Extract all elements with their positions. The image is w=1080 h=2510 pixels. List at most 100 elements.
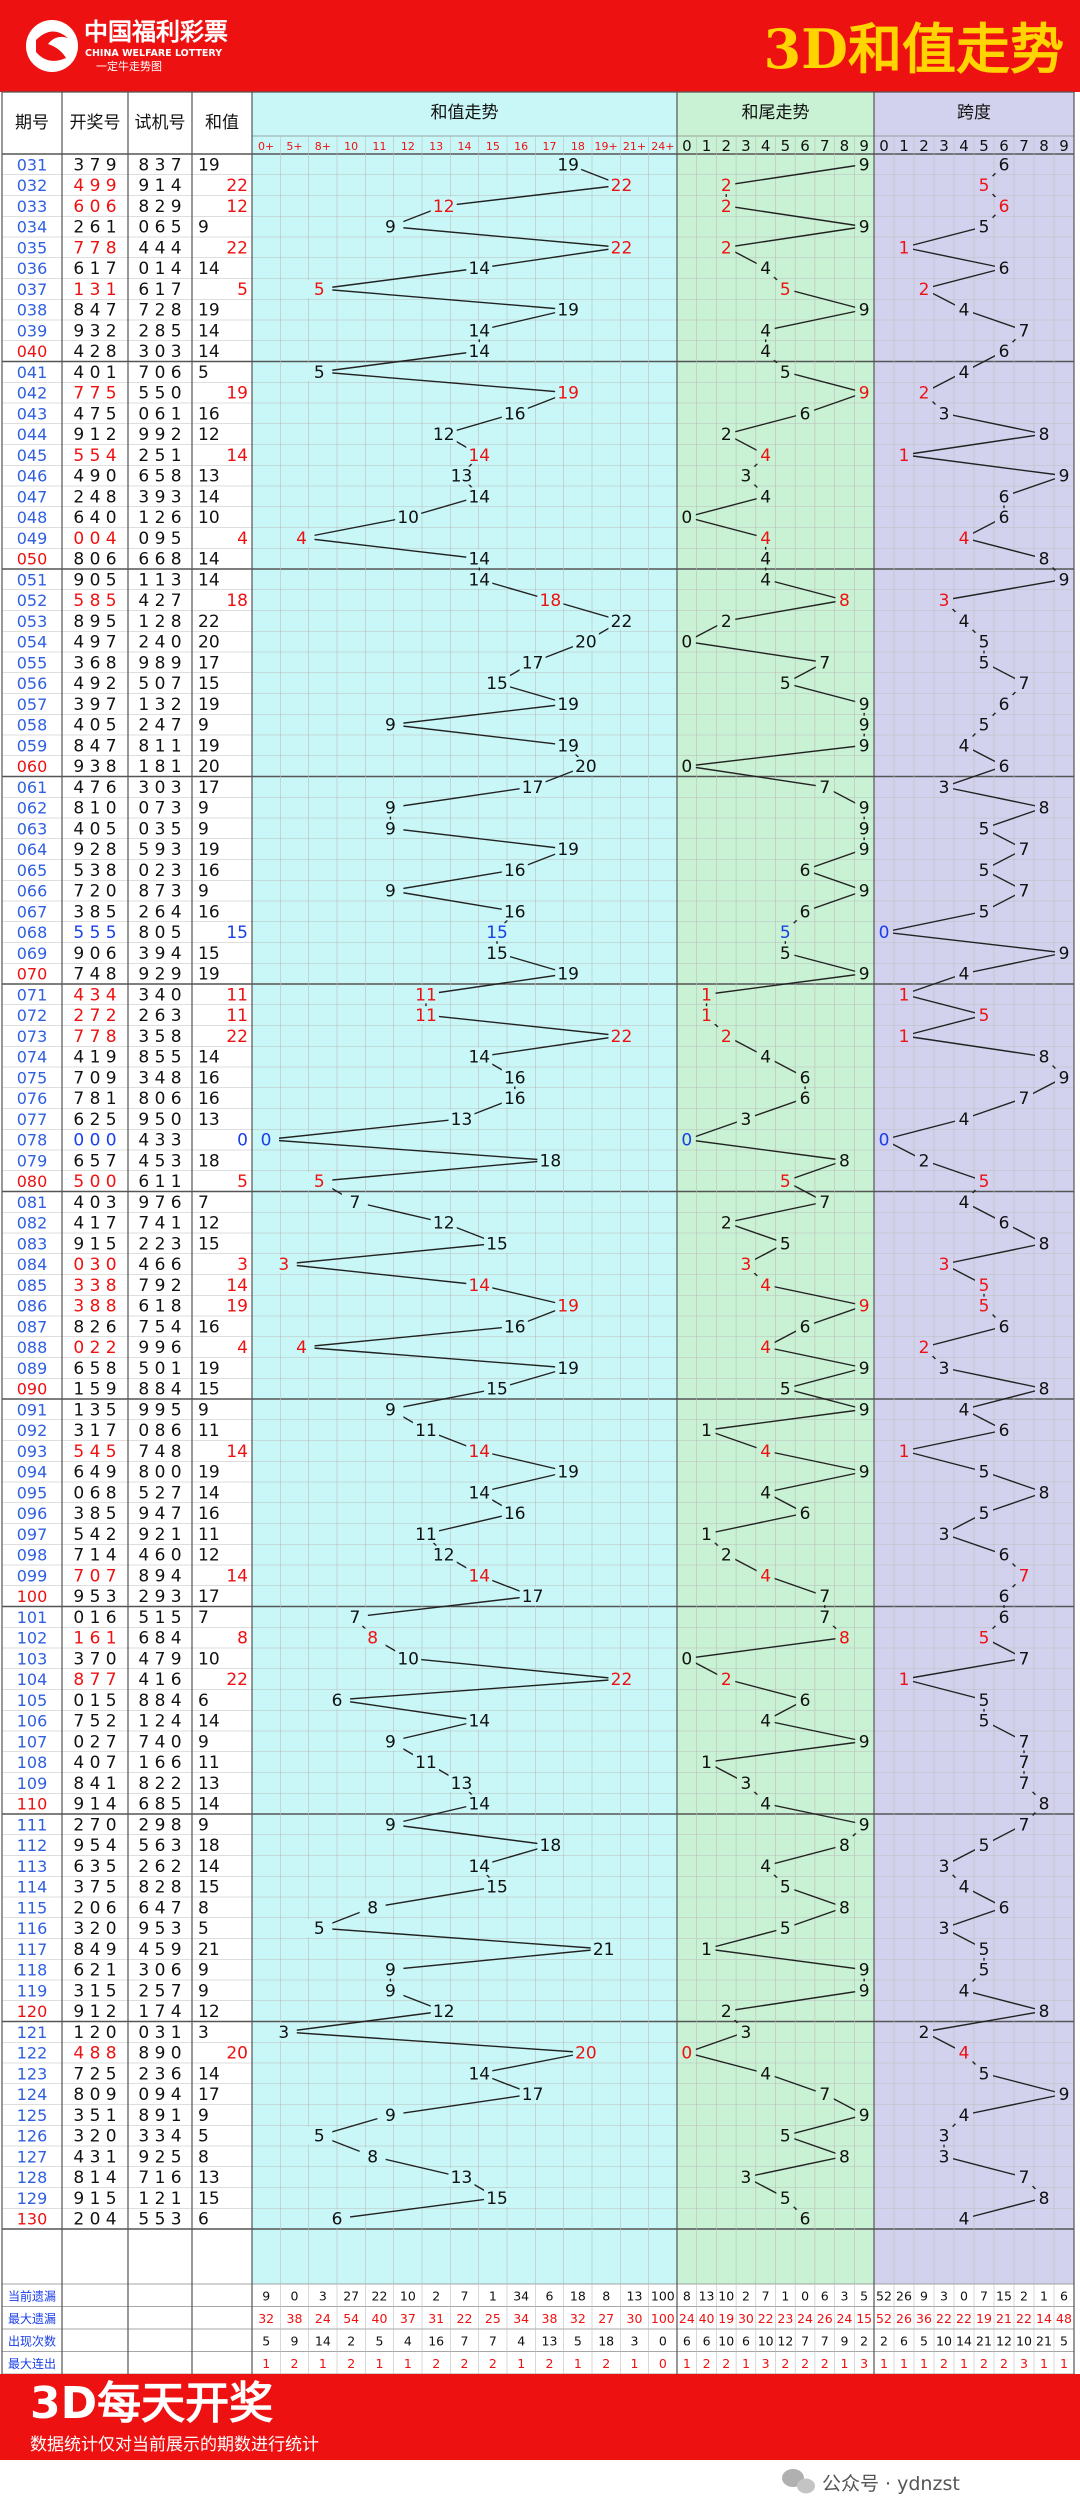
sum-mark: 19 bbox=[557, 695, 579, 715]
period-cell: 091 bbox=[17, 1400, 48, 1419]
sum-mark: 9 bbox=[385, 218, 396, 238]
trial-number-cell: 6 1 7 bbox=[138, 280, 181, 300]
sum-mark-bg bbox=[324, 2209, 351, 2228]
span-mark-bg bbox=[975, 1690, 993, 1709]
span-mark: 6 bbox=[999, 197, 1010, 217]
sum-cell: 16 bbox=[198, 1504, 220, 1524]
tail-mark: 4 bbox=[760, 2064, 771, 2084]
stats-sum-cell: 9 bbox=[262, 2288, 270, 2303]
tail-mark: 1 bbox=[701, 1753, 712, 1773]
stats-tail-cell: 3 bbox=[840, 2288, 848, 2303]
sum-bin-label: 13 bbox=[429, 140, 443, 153]
span-mark: 0 bbox=[879, 923, 890, 943]
span-mark-bg bbox=[975, 1504, 993, 1523]
trial-number-cell: 8 2 9 bbox=[138, 197, 181, 217]
sum-cell: 16 bbox=[198, 902, 220, 922]
draw-number-cell: 8 4 1 bbox=[73, 1774, 116, 1794]
draw-number-cell: 4 0 7 bbox=[73, 1753, 116, 1773]
span-mark-bg bbox=[975, 1296, 993, 1315]
sum-mark-bg bbox=[555, 840, 582, 859]
sum-mark-bg bbox=[466, 2064, 493, 2083]
period-cell: 037 bbox=[17, 280, 48, 299]
period-cell: 121 bbox=[17, 2023, 48, 2042]
sum-mark: 19 bbox=[557, 840, 579, 860]
tail-mark-bg bbox=[796, 404, 815, 423]
sum-mark-bg bbox=[448, 466, 475, 485]
span-mark-bg bbox=[1015, 1753, 1033, 1772]
trial-number-cell: 6 1 8 bbox=[138, 1297, 181, 1317]
span-mark-bg bbox=[875, 1130, 893, 1149]
trial-number-cell: 0 9 5 bbox=[138, 529, 181, 549]
draw-number-cell: 2 7 2 bbox=[73, 1006, 116, 1026]
stats-span-cell: 3 bbox=[940, 2288, 948, 2303]
draw-number-cell: 9 1 4 bbox=[73, 1795, 116, 1815]
sum-bin-label: 12 bbox=[401, 140, 415, 153]
tail-mark: 6 bbox=[800, 861, 811, 881]
tail-mark: 0 bbox=[681, 1649, 692, 1669]
sum-cell: 15 bbox=[198, 1380, 220, 1400]
draw-number-cell: 2 6 1 bbox=[73, 218, 116, 238]
sum-cell: 9 bbox=[198, 218, 209, 238]
draw-number-cell: 7 8 1 bbox=[73, 1089, 116, 1109]
tail-mark: 9 bbox=[859, 2106, 870, 2126]
sum-cell: 14 bbox=[198, 259, 220, 279]
draw-number-cell: 3 8 8 bbox=[73, 1297, 116, 1317]
trial-number-cell: 1 2 8 bbox=[138, 612, 181, 632]
sum-mark: 17 bbox=[522, 778, 544, 798]
span-mark: 6 bbox=[999, 1317, 1010, 1337]
sum-bin-label: 11 bbox=[373, 140, 387, 153]
period-cell: 036 bbox=[17, 259, 48, 278]
draw-number-cell: 3 7 9 bbox=[73, 155, 116, 175]
tail-digit-label: 6 bbox=[800, 137, 810, 155]
sum-mark: 14 bbox=[468, 446, 490, 466]
stats-sum-cell: 1 bbox=[376, 2356, 384, 2371]
tail-mark-bg bbox=[855, 155, 874, 174]
header-period: 期号 bbox=[15, 113, 49, 133]
span-mark: 7 bbox=[1019, 321, 1030, 341]
tail-mark: 5 bbox=[780, 1380, 791, 1400]
sum-mark-bg bbox=[484, 1234, 511, 1253]
sum-mark: 6 bbox=[332, 1691, 343, 1711]
span-mark-bg bbox=[995, 342, 1013, 361]
span-mark: 2 bbox=[919, 384, 930, 404]
tail-mark: 4 bbox=[760, 1566, 771, 1586]
draw-number-cell: 3 9 7 bbox=[73, 695, 116, 715]
draw-number-cell: 4 9 9 bbox=[73, 176, 116, 196]
span-mark: 7 bbox=[1019, 1649, 1030, 1669]
stats-tail-cell: 2 bbox=[722, 2356, 730, 2371]
span-mark-bg bbox=[895, 1026, 913, 1045]
stats-tail-cell: 3 bbox=[860, 2356, 868, 2371]
sum-cell: 17 bbox=[198, 2085, 220, 2105]
span-mark: 6 bbox=[999, 1546, 1010, 1566]
span-mark-bg bbox=[935, 404, 953, 423]
stats-span-cell: 1 bbox=[920, 2356, 928, 2371]
sum-cell: 9 bbox=[198, 1961, 209, 1981]
trial-number-cell: 2 2 3 bbox=[138, 1234, 181, 1254]
tail-mark: 4 bbox=[760, 487, 771, 507]
trial-number-cell: 8 2 2 bbox=[138, 1774, 181, 1794]
draw-number-cell: 3 6 8 bbox=[73, 653, 116, 673]
stats-span-cell: 21 bbox=[976, 2333, 992, 2348]
sum-cell: 19 bbox=[198, 840, 220, 860]
sum-cell: 20 bbox=[198, 757, 220, 777]
sum-bin-label: 15 bbox=[486, 140, 500, 153]
period-cell: 055 bbox=[17, 653, 48, 672]
draw-number-cell: 1 2 0 bbox=[73, 2023, 116, 2043]
sum-mark-bg bbox=[377, 1732, 404, 1751]
sum-bin-label: 5+ bbox=[286, 140, 302, 153]
stats-tail-cell: 12 bbox=[777, 2333, 793, 2348]
tail-mark-bg bbox=[776, 923, 795, 942]
stats-tail-cell: 26 bbox=[817, 2311, 833, 2326]
tail-mark-bg bbox=[855, 2105, 874, 2124]
trial-number-cell: 1 3 2 bbox=[138, 695, 181, 715]
tail-mark-bg bbox=[756, 445, 775, 464]
period-cell: 070 bbox=[17, 965, 48, 984]
tail-mark-bg bbox=[756, 1275, 775, 1294]
sum-cell: 20 bbox=[226, 2044, 248, 2064]
tail-mark-bg bbox=[756, 570, 775, 589]
sum-mark: 9 bbox=[385, 1732, 396, 1752]
sum-mark-bg bbox=[466, 321, 493, 340]
span-mark: 3 bbox=[939, 2127, 950, 2147]
tail-mark: 9 bbox=[859, 1981, 870, 2001]
sum-cell: 9 bbox=[198, 799, 209, 819]
